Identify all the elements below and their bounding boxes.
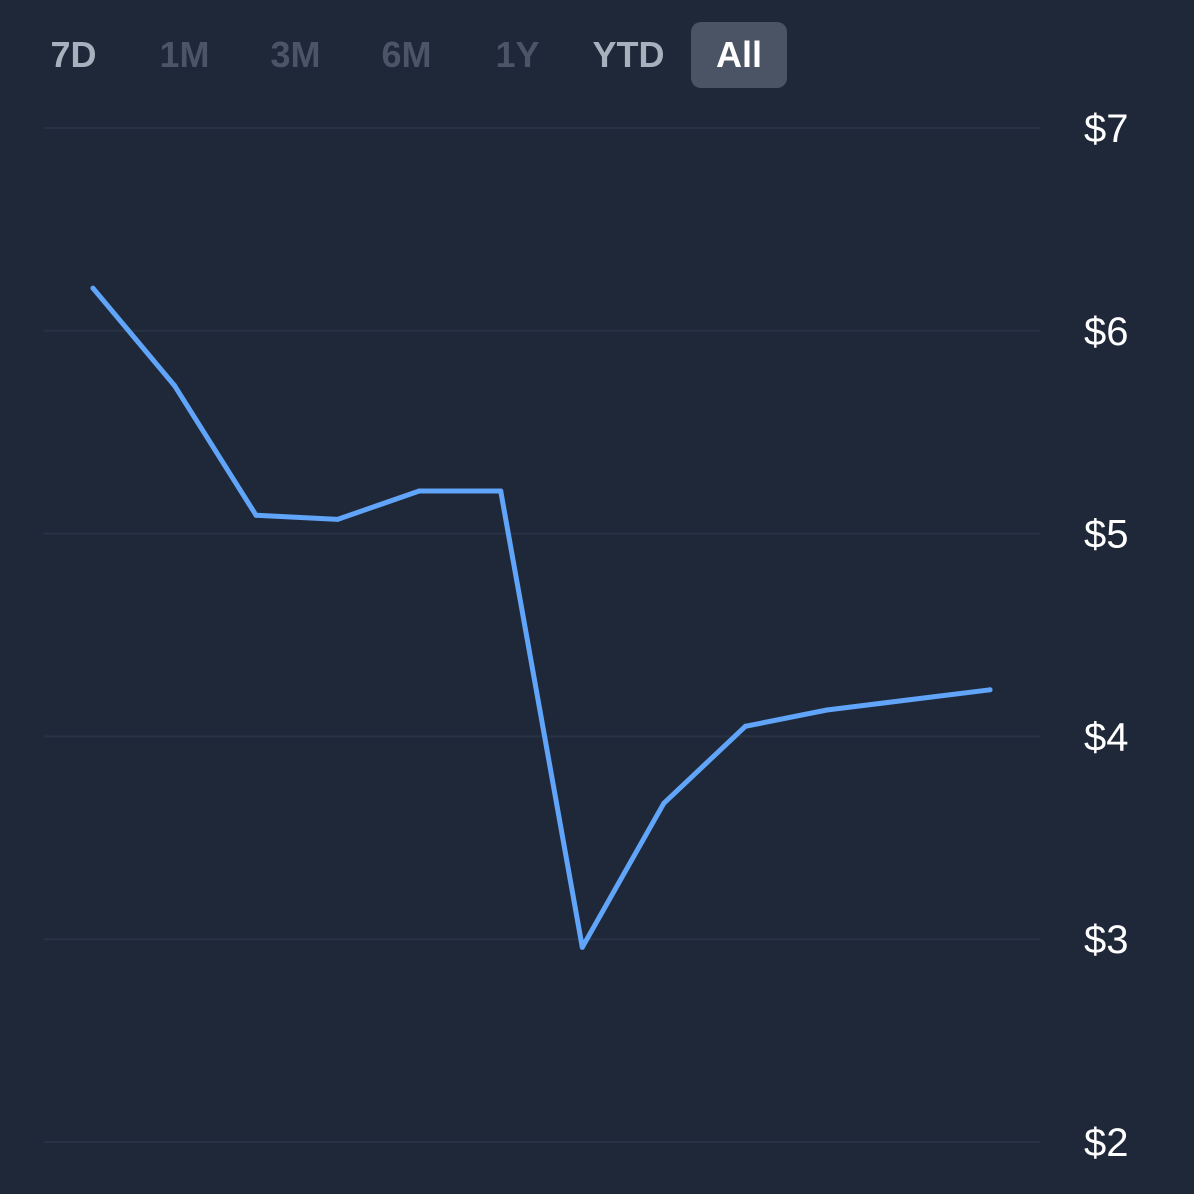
tab-1m[interactable]: 1M (159, 34, 210, 75)
tab-6m[interactable]: 6M (381, 34, 432, 75)
y-tick-label: $3 (1084, 918, 1129, 962)
price-series-line (90, 285, 993, 950)
data-point (90, 285, 96, 291)
tab-7d[interactable]: 7D (50, 34, 97, 75)
y-tick-label: $6 (1084, 310, 1129, 354)
range-tabs: 7D 1M 3M 6M 1Y YTD All (18, 22, 787, 88)
tab-1y[interactable]: 1Y (495, 34, 540, 75)
y-tick-label: $2 (1084, 1121, 1129, 1165)
data-point (579, 944, 585, 950)
data-point (987, 687, 993, 693)
data-point (172, 383, 178, 389)
data-point (335, 516, 341, 522)
y-tick-label: $7 (1084, 107, 1129, 151)
y-tick-label: $4 (1084, 715, 1129, 759)
tab-3m[interactable]: 3M (270, 34, 321, 75)
tab-all[interactable]: All (691, 22, 787, 88)
data-point (416, 488, 422, 494)
data-point (253, 512, 259, 518)
data-point (498, 488, 504, 494)
data-point (742, 723, 748, 729)
y-tick-label: $5 (1084, 513, 1129, 557)
data-point (824, 707, 830, 713)
tab-ytd[interactable]: YTD (592, 34, 665, 75)
data-point (661, 800, 667, 806)
data-point (905, 697, 911, 703)
